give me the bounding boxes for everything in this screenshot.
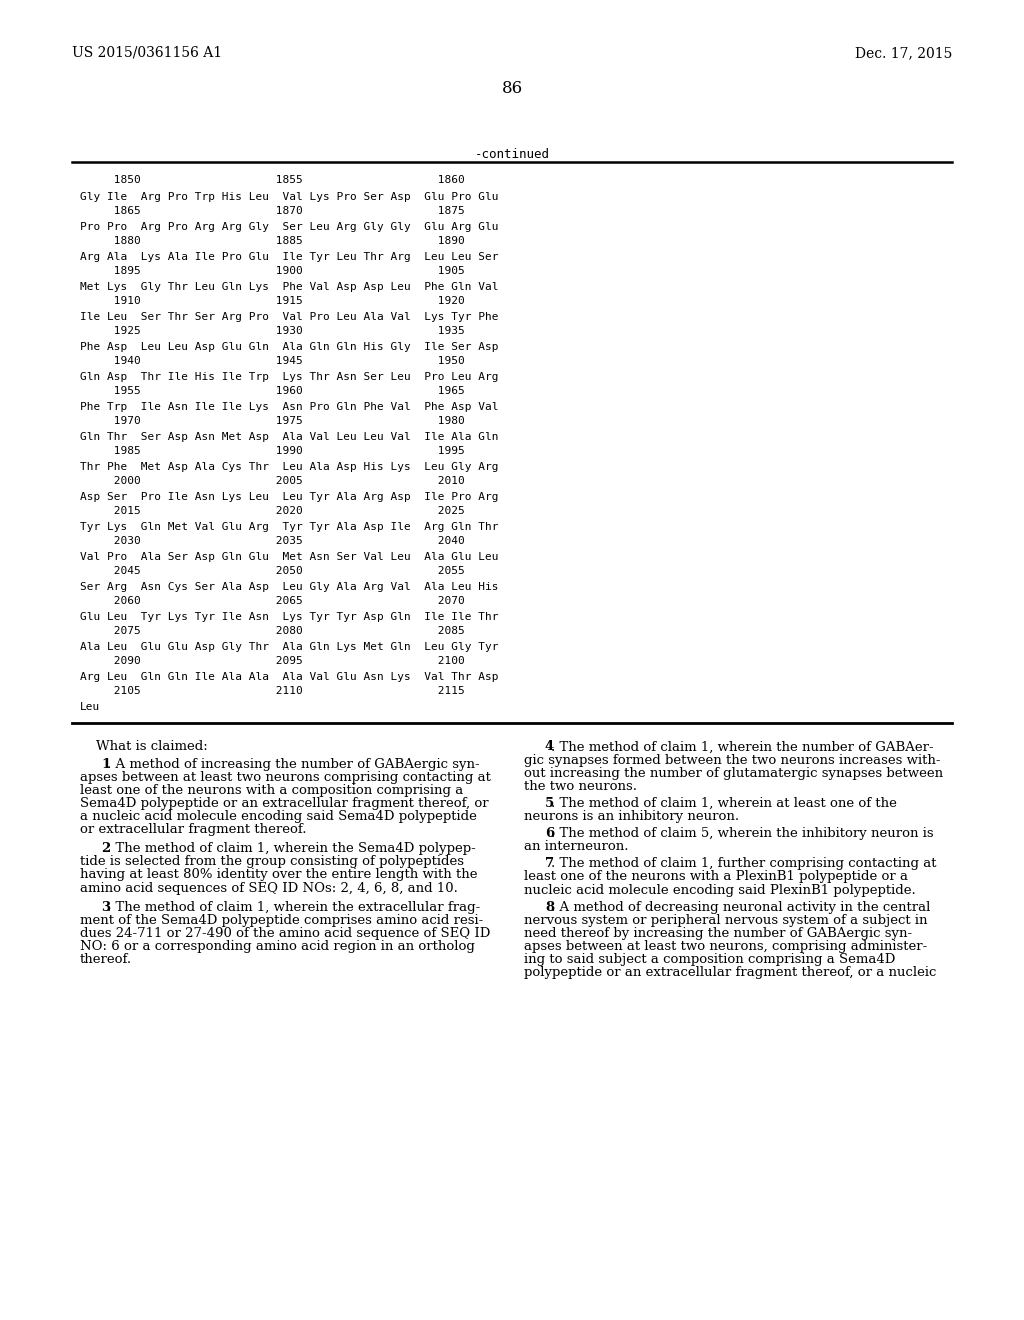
Text: 2: 2 [101,842,111,855]
Text: Pro Pro  Arg Pro Arg Arg Gly  Ser Leu Arg Gly Gly  Glu Arg Glu: Pro Pro Arg Pro Arg Arg Gly Ser Leu Arg … [80,223,499,232]
Text: 3: 3 [101,900,110,913]
Text: Phe Trp  Ile Asn Ile Ile Lys  Asn Pro Gln Phe Val  Phe Asp Val: Phe Trp Ile Asn Ile Ile Lys Asn Pro Gln … [80,403,499,412]
Text: 1940                    1945                    1950: 1940 1945 1950 [80,356,465,366]
Text: Glu Leu  Tyr Lys Tyr Ile Asn  Lys Tyr Tyr Asp Gln  Ile Ile Thr: Glu Leu Tyr Lys Tyr Ile Asn Lys Tyr Tyr … [80,612,499,623]
Text: ment of the Sema4D polypeptide comprises amino acid resi-: ment of the Sema4D polypeptide comprises… [80,913,483,927]
Text: . The method of claim 1, wherein the number of GABAer-: . The method of claim 1, wherein the num… [551,741,934,754]
Text: Met Lys  Gly Thr Leu Gln Lys  Phe Val Asp Asp Leu  Phe Gln Val: Met Lys Gly Thr Leu Gln Lys Phe Val Asp … [80,282,499,293]
Text: having at least 80% identity over the entire length with the: having at least 80% identity over the en… [80,869,477,882]
Text: 4: 4 [545,741,554,754]
Text: Ser Arg  Asn Cys Ser Ala Asp  Leu Gly Ala Arg Val  Ala Leu His: Ser Arg Asn Cys Ser Ala Asp Leu Gly Ala … [80,582,499,593]
Text: What is claimed:: What is claimed: [96,741,208,754]
Text: 1970                    1975                    1980: 1970 1975 1980 [80,416,465,426]
Text: . The method of claim 5, wherein the inhibitory neuron is: . The method of claim 5, wherein the inh… [551,828,934,840]
Text: 8: 8 [545,900,554,913]
Text: . The method of claim 1, wherein the extracellular frag-: . The method of claim 1, wherein the ext… [106,900,480,913]
Text: neurons is an inhibitory neuron.: neurons is an inhibitory neuron. [524,810,739,824]
Text: apses between at least two neurons comprising contacting at: apses between at least two neurons compr… [80,771,490,784]
Text: least one of the neurons with a composition comprising a: least one of the neurons with a composit… [80,784,463,797]
Text: Leu: Leu [80,702,100,713]
Text: thereof.: thereof. [80,953,132,966]
Text: . The method of claim 1, wherein the Sema4D polypep-: . The method of claim 1, wherein the Sem… [106,842,475,855]
Text: 1925                    1930                    1935: 1925 1930 1935 [80,326,465,337]
Text: . The method of claim 1, wherein at least one of the: . The method of claim 1, wherein at leas… [551,797,897,810]
Text: an interneuron.: an interneuron. [524,841,629,853]
Text: the two neurons.: the two neurons. [524,780,637,793]
Text: a nucleic acid molecule encoding said Sema4D polypeptide: a nucleic acid molecule encoding said Se… [80,810,477,824]
Text: Ile Leu  Ser Thr Ser Arg Pro  Val Pro Leu Ala Val  Lys Tyr Phe: Ile Leu Ser Thr Ser Arg Pro Val Pro Leu … [80,313,499,322]
Text: Ala Leu  Glu Glu Asp Gly Thr  Ala Gln Lys Met Gln  Leu Gly Tyr: Ala Leu Glu Glu Asp Gly Thr Ala Gln Lys … [80,643,499,652]
Text: . The method of claim 1, further comprising contacting at: . The method of claim 1, further compris… [551,858,936,870]
Text: 1895                    1900                    1905: 1895 1900 1905 [80,267,465,276]
Text: Gln Asp  Thr Ile His Ile Trp  Lys Thr Asn Ser Leu  Pro Leu Arg: Gln Asp Thr Ile His Ile Trp Lys Thr Asn … [80,372,499,383]
Text: Gly Ile  Arg Pro Trp His Leu  Val Lys Pro Ser Asp  Glu Pro Glu: Gly Ile Arg Pro Trp His Leu Val Lys Pro … [80,193,499,202]
Text: out increasing the number of glutamatergic synapses between: out increasing the number of glutamaterg… [524,767,943,780]
Text: 1955                    1960                    1965: 1955 1960 1965 [80,385,465,396]
Text: 1865                    1870                    1875: 1865 1870 1875 [80,206,465,216]
Text: tide is selected from the group consisting of polypeptides: tide is selected from the group consisti… [80,855,464,869]
Text: need thereof by increasing the number of GABAergic syn-: need thereof by increasing the number of… [524,927,912,940]
Text: 2045                    2050                    2055: 2045 2050 2055 [80,566,465,576]
Text: 6: 6 [545,828,554,840]
Text: amino acid sequences of SEQ ID NOs: 2, 4, 6, 8, and 10.: amino acid sequences of SEQ ID NOs: 2, 4… [80,882,458,895]
Text: 2090                    2095                    2100: 2090 2095 2100 [80,656,465,667]
Text: US 2015/0361156 A1: US 2015/0361156 A1 [72,46,222,59]
Text: 1880                    1885                    1890: 1880 1885 1890 [80,236,465,246]
Text: 2030                    2035                    2040: 2030 2035 2040 [80,536,465,546]
Text: Phe Asp  Leu Leu Asp Glu Gln  Ala Gln Gln His Gly  Ile Ser Asp: Phe Asp Leu Leu Asp Glu Gln Ala Gln Gln … [80,342,499,352]
Text: Dec. 17, 2015: Dec. 17, 2015 [855,46,952,59]
Text: 1850                    1855                    1860: 1850 1855 1860 [80,176,465,185]
Text: polypeptide or an extracellular fragment thereof, or a nucleic: polypeptide or an extracellular fragment… [524,966,936,979]
Text: 2000                    2005                    2010: 2000 2005 2010 [80,477,465,486]
Text: -continued: -continued [474,148,550,161]
Text: nucleic acid molecule encoding said PlexinB1 polypeptide.: nucleic acid molecule encoding said Plex… [524,883,915,896]
Text: Arg Ala  Lys Ala Ile Pro Glu  Ile Tyr Leu Thr Arg  Leu Leu Ser: Arg Ala Lys Ala Ile Pro Glu Ile Tyr Leu … [80,252,499,263]
Text: Arg Leu  Gln Gln Ile Ala Ala  Ala Val Glu Asn Lys  Val Thr Asp: Arg Leu Gln Gln Ile Ala Ala Ala Val Glu … [80,672,499,682]
Text: ing to said subject a composition comprising a Sema4D: ing to said subject a composition compri… [524,953,895,966]
Text: Val Pro  Ala Ser Asp Gln Glu  Met Asn Ser Val Leu  Ala Glu Leu: Val Pro Ala Ser Asp Gln Glu Met Asn Ser … [80,553,499,562]
Text: 2015                    2020                    2025: 2015 2020 2025 [80,506,465,516]
Text: Tyr Lys  Gln Met Val Glu Arg  Tyr Tyr Ala Asp Ile  Arg Gln Thr: Tyr Lys Gln Met Val Glu Arg Tyr Tyr Ala … [80,523,499,532]
Text: least one of the neurons with a PlexinB1 polypeptide or a: least one of the neurons with a PlexinB1… [524,870,908,883]
Text: 2075                    2080                    2085: 2075 2080 2085 [80,626,465,636]
Text: or extracellular fragment thereof.: or extracellular fragment thereof. [80,824,306,836]
Text: apses between at least two neurons, comprising administer-: apses between at least two neurons, comp… [524,940,928,953]
Text: nervous system or peripheral nervous system of a subject in: nervous system or peripheral nervous sys… [524,913,928,927]
Text: gic synapses formed between the two neurons increases with-: gic synapses formed between the two neur… [524,754,940,767]
Text: dues 24-711 or 27-490 of the amino acid sequence of SEQ ID: dues 24-711 or 27-490 of the amino acid … [80,927,490,940]
Text: Asp Ser  Pro Ile Asn Lys Leu  Leu Tyr Ala Arg Asp  Ile Pro Arg: Asp Ser Pro Ile Asn Lys Leu Leu Tyr Ala … [80,492,499,503]
Text: 1910                    1915                    1920: 1910 1915 1920 [80,296,465,306]
Text: 86: 86 [502,81,522,96]
Text: Sema4D polypeptide or an extracellular fragment thereof, or: Sema4D polypeptide or an extracellular f… [80,797,488,810]
Text: 2105                    2110                    2115: 2105 2110 2115 [80,686,465,696]
Text: . A method of increasing the number of GABAergic syn-: . A method of increasing the number of G… [106,758,479,771]
Text: 5: 5 [545,797,554,810]
Text: Gln Thr  Ser Asp Asn Met Asp  Ala Val Leu Leu Val  Ile Ala Gln: Gln Thr Ser Asp Asn Met Asp Ala Val Leu … [80,433,499,442]
Text: 2060                    2065                    2070: 2060 2065 2070 [80,597,465,606]
Text: Thr Phe  Met Asp Ala Cys Thr  Leu Ala Asp His Lys  Leu Gly Arg: Thr Phe Met Asp Ala Cys Thr Leu Ala Asp … [80,462,499,473]
Text: . A method of decreasing neuronal activity in the central: . A method of decreasing neuronal activi… [551,900,930,913]
Text: 1: 1 [101,758,111,771]
Text: 1985                    1990                    1995: 1985 1990 1995 [80,446,465,455]
Text: NO: 6 or a corresponding amino acid region in an ortholog: NO: 6 or a corresponding amino acid regi… [80,940,475,953]
Text: 7: 7 [545,858,554,870]
